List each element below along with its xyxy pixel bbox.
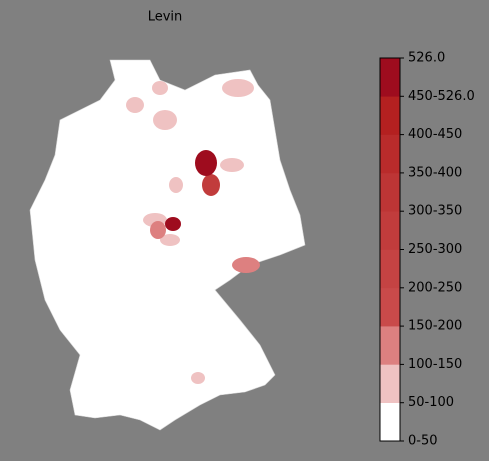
colorbar-label: 526.0 [408,51,445,66]
germany-map [29,59,306,431]
colorbar-segment [380,211,400,250]
colorbar-label: 50-100 [408,395,454,410]
colorbar-label: 200-250 [408,280,462,295]
colorbar-label: 100-150 [408,357,462,372]
colorbar-segment [380,402,400,442]
colorbar-segment [380,287,400,327]
region-dark [202,174,220,196]
region-light [126,79,254,384]
colorbar-label: 450-526.0 [408,89,475,104]
colorbar-label: 0-50 [408,434,438,449]
map-title: Levin [148,10,183,25]
colorbar-label: 300-350 [408,204,462,219]
colorbar-segment [380,134,400,174]
colorbar-segment [380,172,400,212]
colorbar-segment [380,58,400,97]
colorbar: 0-50 50-100 100-150 150-200 200-250 250-300 30… [379,51,475,449]
region-darkest [165,150,217,231]
colorbar-label: 150-200 [408,319,462,334]
colorbar-segment [380,96,400,135]
colorbar-segment [380,249,400,289]
colorbar-segment [380,364,400,403]
colorbar-label: 350-400 [408,165,462,180]
colorbar-label: 400-450 [408,127,462,142]
colorbar-label: 250-300 [408,242,462,257]
region-medium [150,221,260,273]
colorbar-segment [380,326,400,365]
